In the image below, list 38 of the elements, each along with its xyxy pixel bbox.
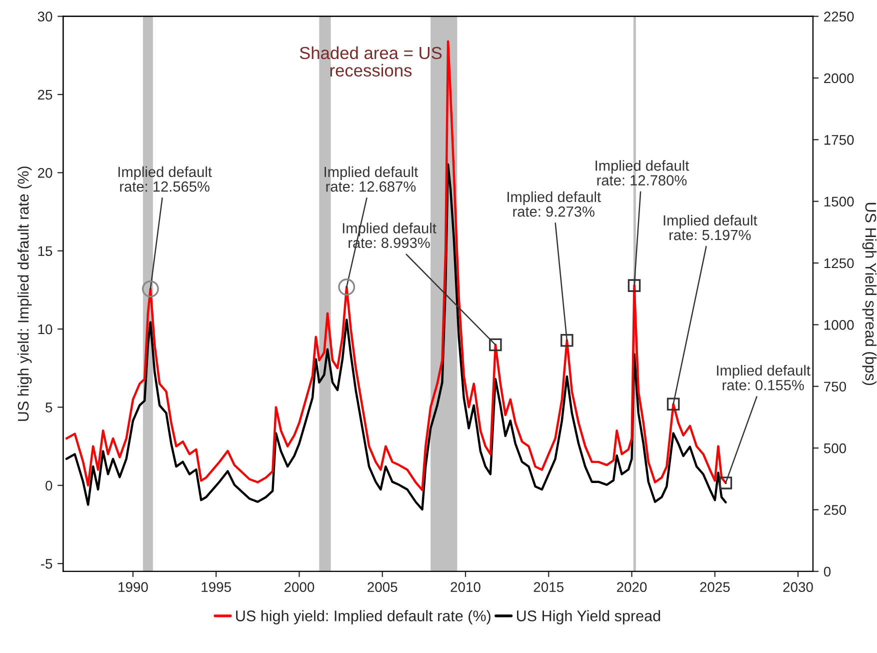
annotation: Implied default rate: 9.273%: [508, 191, 601, 217]
y-tick-label: 25: [38, 90, 52, 100]
x-tick-label: 2020: [617, 582, 647, 592]
x-tick-label: 1995: [202, 582, 231, 592]
y2-tick-label: 0: [824, 566, 831, 577]
y2-tick-label: 750: [824, 382, 846, 392]
annotation: Shaded area = US recessions: [300, 46, 442, 77]
y-tick-label: 20: [38, 168, 52, 178]
x-tick-label: 2025: [700, 582, 730, 592]
annotation: Implied default rate: 5.197%: [664, 214, 758, 240]
y2-tick-label: 250: [824, 505, 846, 515]
y2-tick-label: 2250: [824, 12, 854, 22]
x-tick-label: 2000: [284, 582, 314, 592]
y-tick-label: 0: [46, 480, 52, 491]
annotation: Implied default rate: 12.565%: [118, 166, 212, 192]
y-tick-label: 30: [38, 12, 52, 22]
annotation: Implied default rate: 12.687%: [324, 166, 418, 192]
y-tick-label: -5: [40, 559, 52, 569]
y2-tick-label: 1750: [824, 135, 854, 145]
y2-axis-title: US High Yield spread (bps): [862, 202, 877, 386]
annotation: Implied default rate: 0.155%: [717, 364, 810, 390]
x-tick-label: 2005: [368, 582, 398, 592]
legend-label: US high yield: Implied default rate (%): [236, 610, 490, 624]
x-tick-label: 2015: [534, 582, 564, 592]
y2-tick-label: 1000: [824, 320, 854, 330]
y-tick-label: 15: [38, 246, 52, 256]
annotation: Implied default rate: 12.780%: [596, 160, 690, 186]
y2-tick-label: 500: [824, 443, 846, 454]
y-tick-label: 5: [46, 402, 52, 412]
y2-tick-label: 1250: [824, 258, 854, 268]
x-tick-label: 2010: [450, 582, 480, 592]
x-tick-label: 2030: [783, 582, 813, 592]
y-axis-title: US high yield: Implied default rate (%): [17, 166, 32, 421]
y-tick-label: 10: [38, 324, 52, 334]
x-tick-label: 1990: [118, 582, 148, 592]
y2-tick-label: 1500: [824, 196, 854, 207]
y2-tick-label: 2000: [824, 73, 854, 84]
legend-label: US High Yield spread: [517, 610, 660, 624]
